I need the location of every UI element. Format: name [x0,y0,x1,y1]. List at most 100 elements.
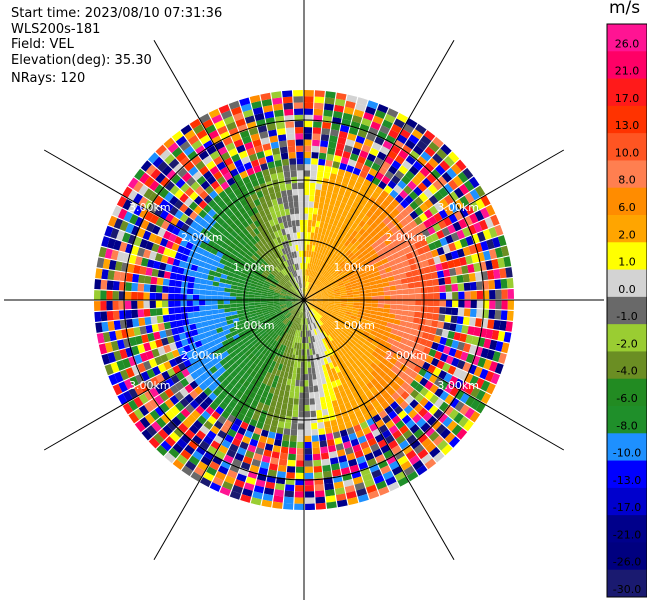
range-gate [363,330,371,337]
range-gate [410,379,419,389]
range-gate [378,269,387,275]
range-gate [335,318,342,324]
range-gate [344,367,352,375]
range-gate [388,259,397,267]
range-gate [403,223,413,233]
range-gate [309,276,313,283]
range-gate [320,277,326,283]
range-gate [365,289,372,294]
range-gate [331,339,337,347]
range-gate [344,232,351,240]
range-gate [423,401,434,411]
range-gate [424,319,433,327]
range-gate [319,310,325,315]
range-gate [347,350,354,358]
range-gate [340,245,347,252]
range-gate [403,345,412,353]
range-gate [334,296,341,299]
range-gate [406,276,414,284]
range-gate [311,220,317,227]
range-gate [427,364,437,374]
range-gate [334,301,342,304]
range-gate [369,361,378,370]
range-gate [400,199,410,209]
range-gate [344,352,351,360]
range-gate [369,205,378,214]
range-gate [475,377,485,389]
range-gate [438,198,449,209]
range-gate [374,109,386,120]
range-gate [326,250,332,258]
range-gate [434,350,443,360]
range-gate [438,401,449,412]
range-gate [394,450,405,460]
range-gate [348,364,355,373]
range-gate [430,249,439,258]
range-gate [404,195,414,205]
range-gate [358,256,366,263]
range-gate [366,256,374,263]
range-gate [488,279,496,290]
range-gate [333,104,345,113]
range-gate [397,455,409,466]
range-gate [452,175,464,187]
range-gate [317,282,323,288]
range-gate [411,176,422,186]
range-gate [500,310,508,321]
range-gate [306,275,310,282]
range-gate [446,420,458,432]
range-gate [363,138,374,148]
range-gate [353,260,361,267]
range-gate [380,400,390,410]
range-gate [399,272,407,279]
range-gate [342,265,349,271]
range-gate [370,310,378,316]
range-gate [361,275,369,281]
range-gate [310,298,317,300]
range-gate [363,312,371,318]
colorbar-tick-label: -21.0 [613,528,641,541]
range-gate [365,303,372,307]
range-gate [309,195,315,202]
range-gate [337,315,344,320]
range-gate [380,273,388,279]
range-gate [421,437,433,449]
colorbar-tick-label: 17.0 [615,92,640,105]
range-gate [362,262,370,269]
range-gate [458,218,468,229]
range-gate [489,289,496,300]
range-gate [467,326,475,336]
range-gate [318,227,323,235]
range-gate [361,333,369,341]
range-gate [428,141,440,153]
range-gate [343,267,351,273]
range-gate [394,257,402,265]
range-gate [311,285,317,291]
range-gate [464,372,474,384]
range-gate [475,198,486,210]
range-gate [378,378,387,387]
range-gate [452,367,462,378]
range-gate [337,228,344,236]
range-gate [470,290,477,300]
range-gate [478,219,489,231]
range-gate [327,305,335,308]
range-gate [307,263,310,270]
range-gate [453,412,464,424]
range-gate [313,258,318,265]
range-gate [468,364,477,375]
range-gate [412,160,424,171]
range-gate [327,334,334,342]
range-gate [314,226,320,234]
range-gate [338,251,346,259]
range-gate [384,170,395,180]
range-gate [325,159,333,167]
range-gate [360,322,368,328]
range-gate [369,280,377,286]
range-gate [432,313,440,321]
range-gate [394,194,404,204]
range-gate [394,279,402,286]
range-gate [467,264,475,274]
range-gate [374,275,382,281]
range-gate [307,282,310,289]
